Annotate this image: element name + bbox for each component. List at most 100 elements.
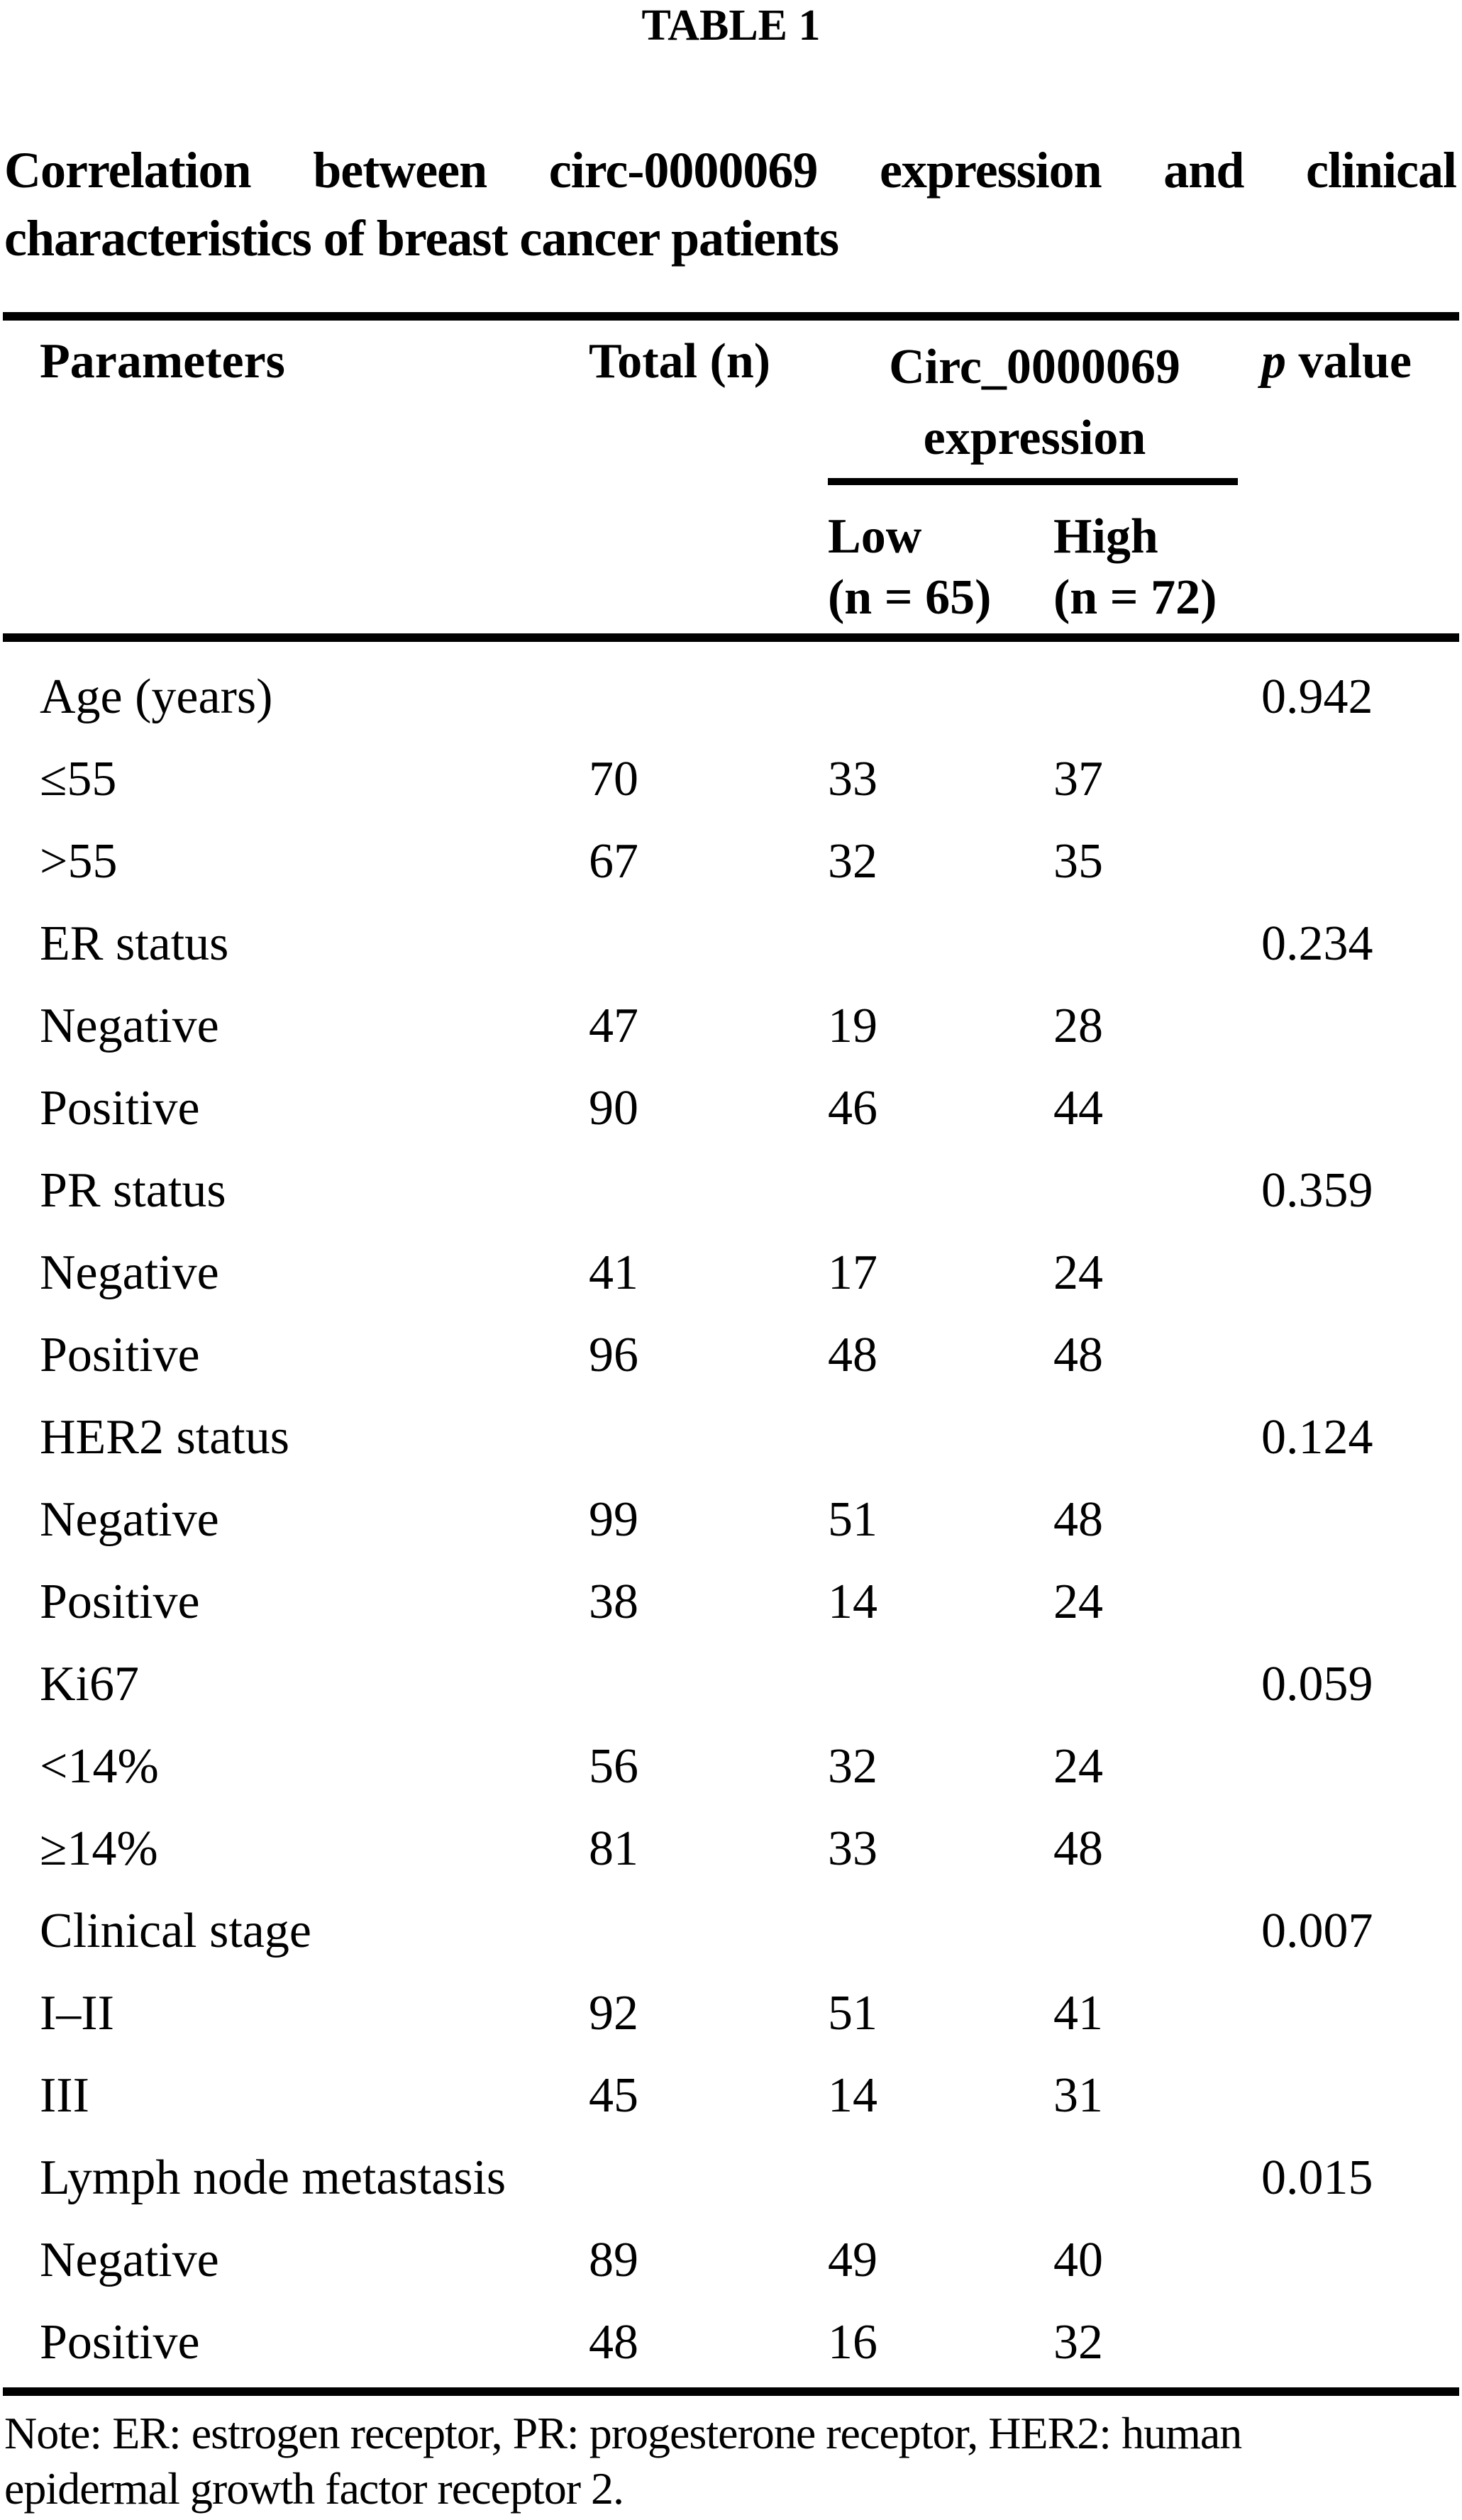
table-row: ≥14% 81 33 48 xyxy=(0,1808,1462,1890)
footnote-line-1: Note: ER: estrogen receptor, PR: progest… xyxy=(4,2408,1242,2458)
cell-low: 33 xyxy=(828,752,877,806)
cell-high: 35 xyxy=(1053,834,1103,889)
cell-parameter: Positive xyxy=(40,1575,200,1629)
table-row: III 45 14 31 xyxy=(0,2055,1462,2137)
cell-total: 67 xyxy=(589,834,638,889)
cell-parameter: Negative xyxy=(40,1492,219,1547)
cell-high: 28 xyxy=(1053,999,1103,1053)
table-header-bottom-rule xyxy=(3,633,1459,642)
cell-parameter: Age (years) xyxy=(40,670,273,724)
table-row: Negative 41 17 24 xyxy=(0,1232,1462,1314)
cell-total: 81 xyxy=(589,1821,638,1876)
cell-total: 41 xyxy=(589,1245,638,1300)
table-bottom-rule xyxy=(3,2387,1459,2396)
cell-total: 56 xyxy=(589,1739,638,1794)
cell-low: 32 xyxy=(828,1739,877,1794)
table-footnote: Note: ER: estrogen receptor, PR: progest… xyxy=(4,2406,1423,2516)
cell-total: 45 xyxy=(589,2068,638,2123)
cell-parameter: Negative xyxy=(40,999,219,1053)
cell-parameter: <14% xyxy=(40,1739,159,1794)
cell-parameter: Lymph node metastasis xyxy=(40,2150,506,2205)
cell-total: 70 xyxy=(589,752,638,806)
cell-low: 48 xyxy=(828,1328,877,1382)
table-row: Clinical stage 0.007 xyxy=(0,1890,1462,1972)
cell-parameter: ≤55 xyxy=(40,752,117,806)
cell-parameter: HER2 status xyxy=(40,1410,289,1465)
cell-low: 16 xyxy=(828,2315,877,2370)
cell-low: 19 xyxy=(828,999,877,1053)
cell-p-value: 0.059 xyxy=(1261,1657,1373,1711)
cell-high: 24 xyxy=(1053,1245,1103,1300)
table-row: >55 67 32 35 xyxy=(0,821,1462,903)
cell-low: 51 xyxy=(828,1492,877,1547)
table-row: Negative 99 51 48 xyxy=(0,1479,1462,1561)
cell-total: 89 xyxy=(589,2233,638,2287)
cell-parameter: Negative xyxy=(40,1245,219,1300)
cell-p-value: 0.359 xyxy=(1261,1163,1373,1218)
table-body: Age (years) 0.942 ≤55 70 33 37 >55 67 32… xyxy=(0,642,1462,2384)
cell-low: 51 xyxy=(828,1986,877,2041)
header-low-label: Low xyxy=(828,509,922,564)
header-p-value-italic-p: p xyxy=(1261,334,1286,389)
table-row: Positive 90 46 44 xyxy=(0,1067,1462,1150)
cell-total: 48 xyxy=(589,2315,638,2370)
expression-group-underline-rule xyxy=(828,478,1238,485)
cell-low: 17 xyxy=(828,1245,877,1300)
cell-high: 48 xyxy=(1053,1821,1103,1876)
table-row: <14% 56 32 24 xyxy=(0,1726,1462,1808)
cell-p-value: 0.007 xyxy=(1261,1904,1373,1958)
header-low-n: (n = 65) xyxy=(828,570,992,625)
table-top-rule xyxy=(3,312,1459,321)
cell-total: 90 xyxy=(589,1081,638,1136)
cell-total: 99 xyxy=(589,1492,638,1547)
cell-p-value: 0.942 xyxy=(1261,670,1373,724)
table-row: Negative 89 49 40 xyxy=(0,2219,1462,2302)
footnote-line-2: epidermal growth factor receptor 2. xyxy=(4,2463,624,2514)
header-parameters: Parameters xyxy=(40,334,285,389)
header-high-n: (n = 72) xyxy=(1053,570,1217,625)
cell-low: 49 xyxy=(828,2233,877,2287)
table-row: HER2 status 0.124 xyxy=(0,1397,1462,1479)
cell-low: 46 xyxy=(828,1081,877,1136)
table-row: PR status 0.359 xyxy=(0,1150,1462,1232)
table-row: Positive 48 16 32 xyxy=(0,2302,1462,2384)
cell-parameter: Positive xyxy=(40,1081,200,1136)
caption-line-2: characteristics of breast cancer patient… xyxy=(4,210,839,267)
table-row: ER status 0.234 xyxy=(0,903,1462,985)
cell-parameter: Clinical stage xyxy=(40,1904,311,1958)
table-number-label: TABLE 1 xyxy=(641,1,821,50)
table-row: Positive 96 48 48 xyxy=(0,1314,1462,1397)
cell-total: 47 xyxy=(589,999,638,1053)
cell-parameter: PR status xyxy=(40,1163,226,1218)
header-total-n: Total (n) xyxy=(589,334,771,389)
cell-high: 31 xyxy=(1053,2068,1103,2123)
cell-high: 48 xyxy=(1053,1492,1103,1547)
table-row: I–II 92 51 41 xyxy=(0,1972,1462,2055)
header-circ-expression-group: Circ_0000069 expression xyxy=(889,340,1180,465)
header-p-value: p value xyxy=(1261,332,1412,392)
table-row: ≤55 70 33 37 xyxy=(0,738,1462,821)
cell-parameter: I–II xyxy=(40,1986,114,2041)
table-row: Positive 38 14 24 xyxy=(0,1561,1462,1643)
cell-p-value: 0.124 xyxy=(1261,1410,1373,1465)
cell-high: 40 xyxy=(1053,2233,1103,2287)
cell-total: 96 xyxy=(589,1328,638,1382)
cell-high: 37 xyxy=(1053,752,1103,806)
table-row: Negative 47 19 28 xyxy=(0,985,1462,1067)
cell-parameter: III xyxy=(40,2068,89,2123)
cell-parameter: ER status xyxy=(40,916,229,971)
cell-parameter: Ki67 xyxy=(40,1657,139,1711)
cell-parameter: ≥14% xyxy=(40,1821,158,1876)
table-header: Parameters Total (n) Circ_0000069 expres… xyxy=(0,321,1462,633)
cell-total: 38 xyxy=(589,1575,638,1629)
cell-parameter: >55 xyxy=(40,834,118,889)
cell-total: 92 xyxy=(589,1986,638,2041)
cell-high: 32 xyxy=(1053,2315,1103,2370)
header-p-value-rest: value xyxy=(1286,334,1412,389)
header-low-column: Low (n = 65) xyxy=(828,506,991,628)
cell-high: 24 xyxy=(1053,1575,1103,1629)
cell-low: 32 xyxy=(828,834,877,889)
cell-low: 33 xyxy=(828,1821,877,1876)
cell-p-value: 0.234 xyxy=(1261,916,1373,971)
